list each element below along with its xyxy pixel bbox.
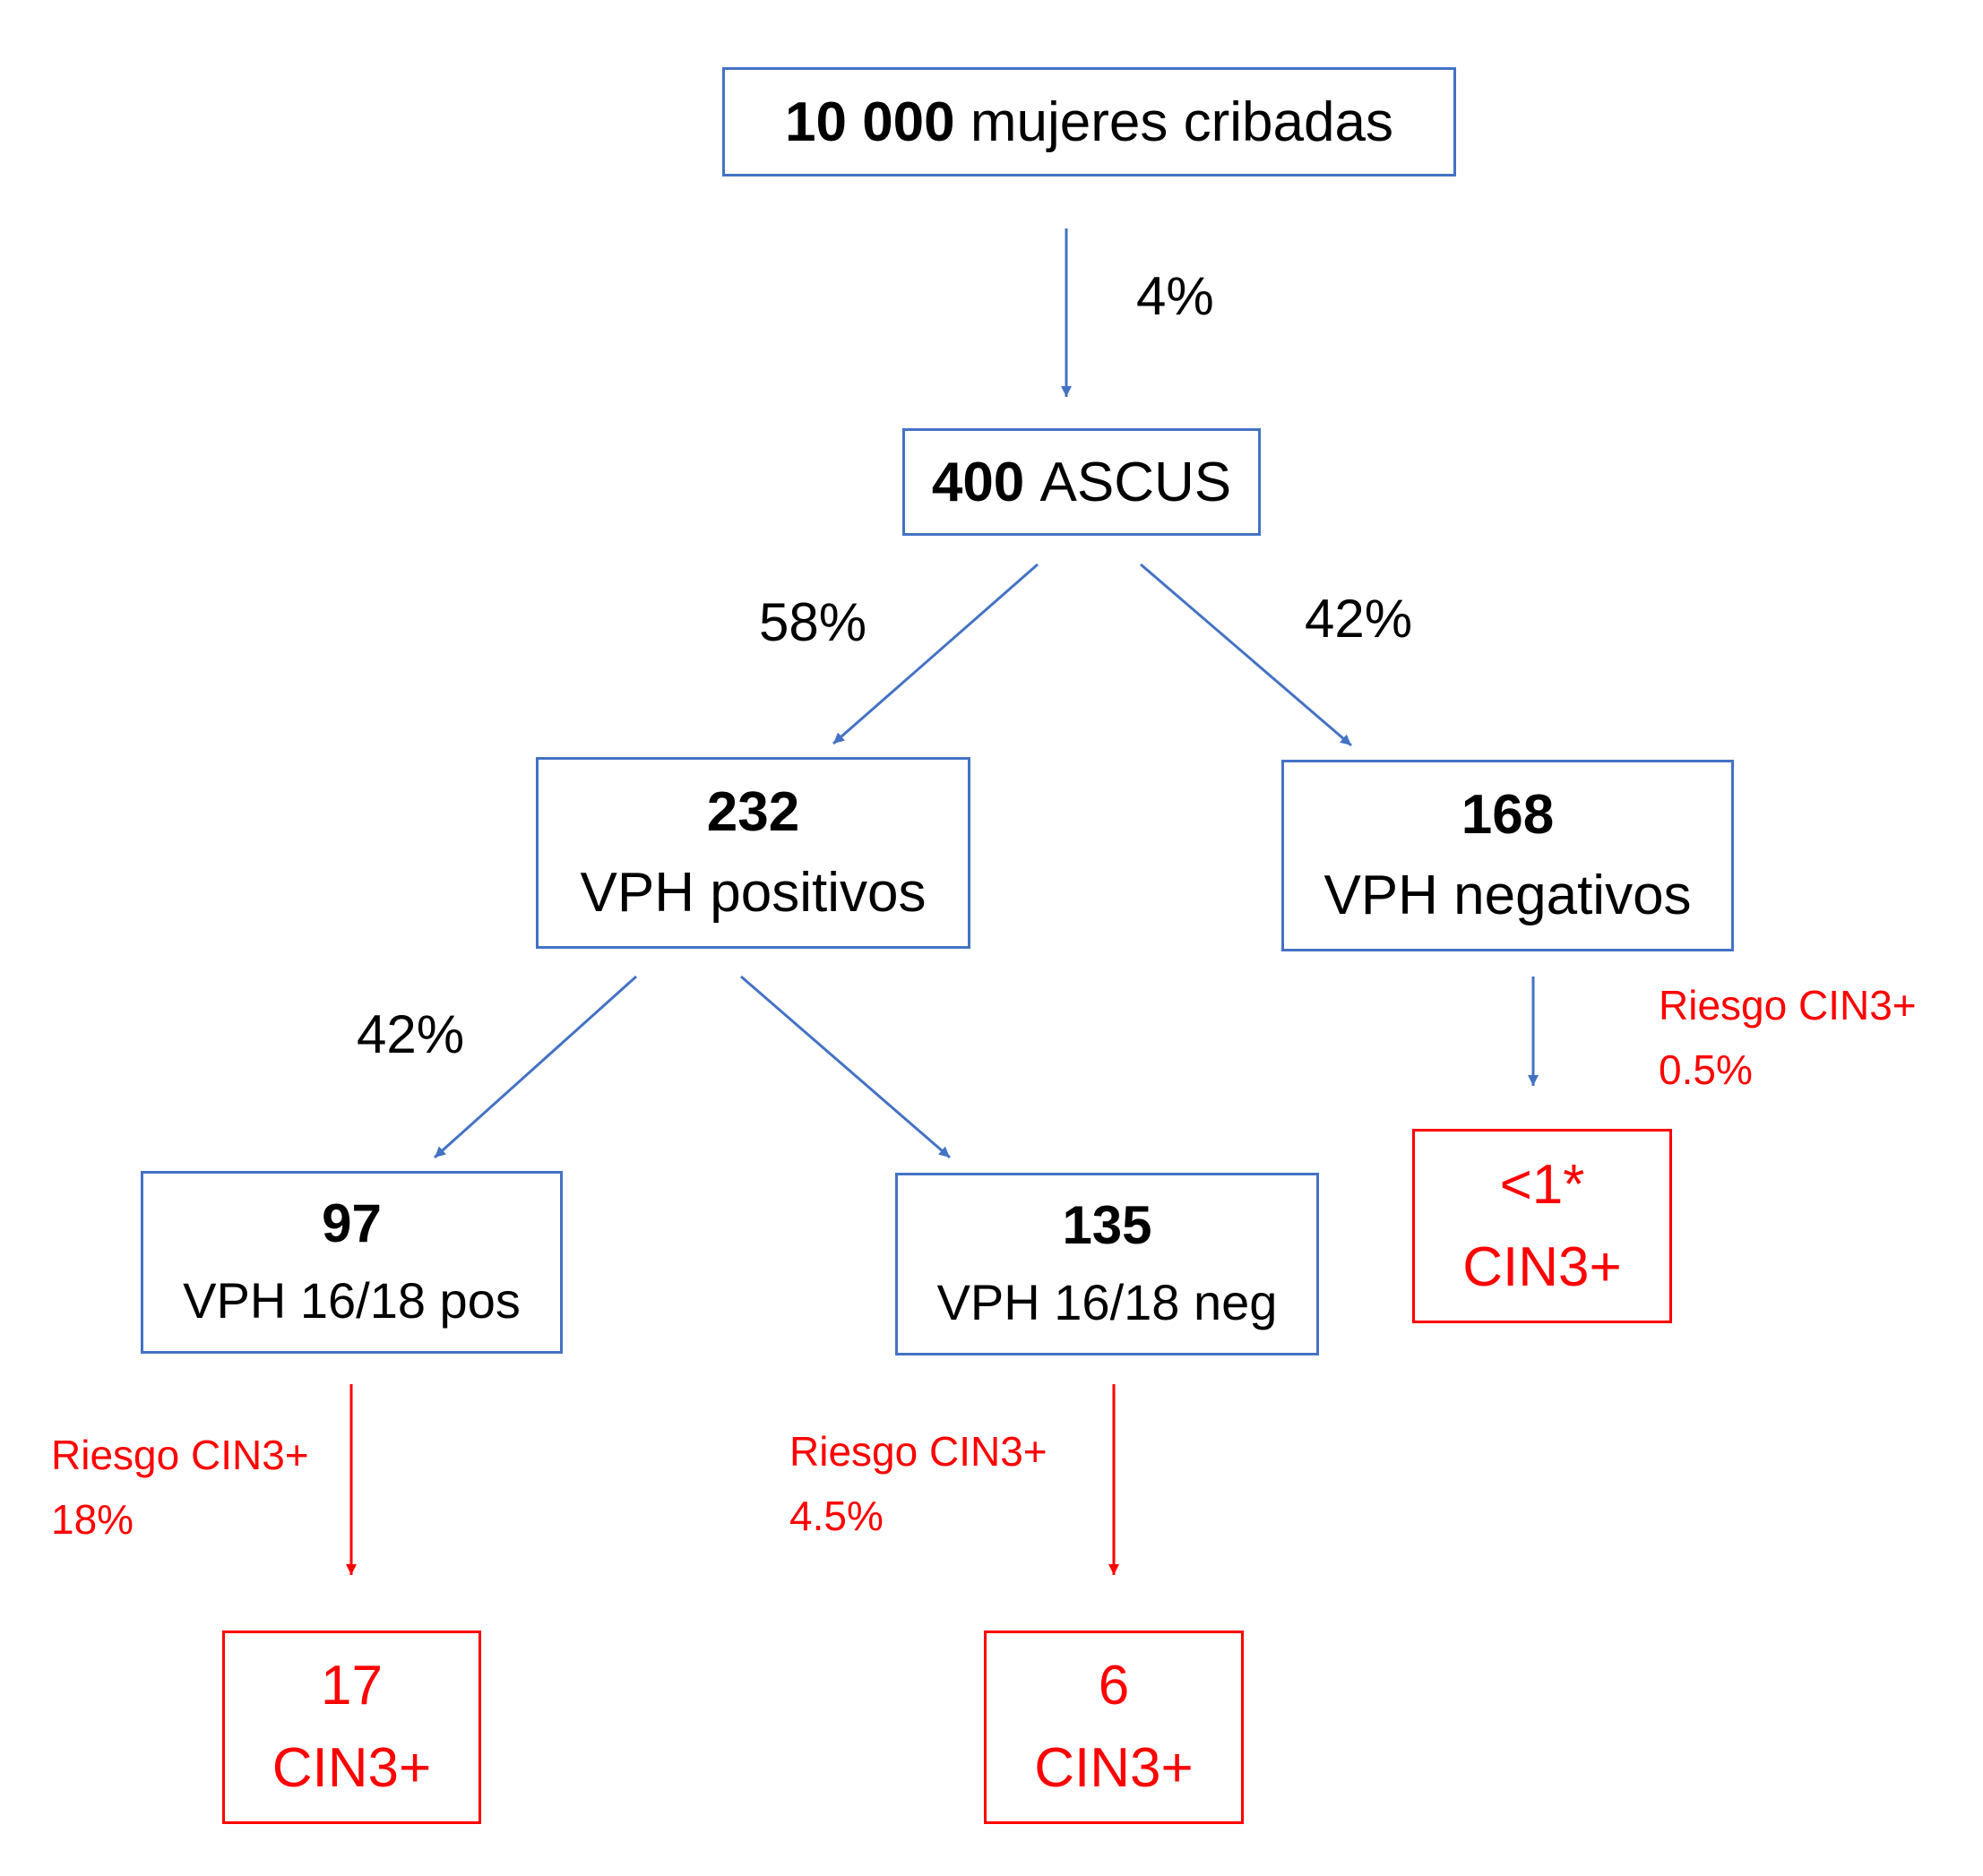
risk-label-hpvneg-value: 0.5% [1659,1046,1753,1093]
risk-label-pos1618-title: Riesgo CIN3+ [51,1432,309,1478]
node-hpv1618-positive-number: 97 [322,1193,382,1253]
arrow-ascus-to-hpvneg [1140,563,1352,747]
outcome-cin3-6-text: CIN3+ [1034,1737,1194,1799]
outcome-cin3-17-number: 17 [321,1655,383,1717]
node-hpv1618-negative: 135 VPH 16/18 neg [895,1173,1319,1355]
risk-label-neg1618: Riesgo CIN3+ 4.5% [789,1419,1048,1548]
node-root-text: mujeres cribadas [970,90,1393,153]
node-hpv1618-negative-text: VPH 16/18 neg [936,1274,1278,1330]
arrow-ascus-to-hpvpos [832,563,1039,745]
risk-label-neg1618-title: Riesgo CIN3+ [789,1428,1048,1475]
node-ascus-text: ASCUS [1039,451,1232,513]
node-hpv1618-negative-number: 135 [1062,1195,1152,1255]
node-root-number: 10 000 [785,90,955,153]
outcome-cin3-lt1: <1* CIN3+ [1412,1129,1672,1323]
node-root: 10 000 mujeres cribadas [722,67,1456,176]
risk-label-pos1618-value: 18% [51,1496,134,1543]
outcome-cin3-17: 17 CIN3+ [222,1631,481,1824]
node-hpv-negative-number: 168 [1461,784,1555,846]
node-hpv-negative-text: VPH negativos [1323,865,1692,926]
arrow-hpvpos-to-pos1618 [433,975,638,1159]
risk-label-neg1618-value: 4.5% [789,1493,884,1539]
risk-label-hpvneg: Riesgo CIN3+ 0.5% [1659,973,1917,1102]
node-hpv-negative: 168 VPH negativos [1281,760,1734,951]
risk-label-pos1618: Riesgo CIN3+ 18% [51,1423,309,1552]
node-ascus-number: 400 [931,451,1025,513]
outcome-cin3-lt1-number: <1* [1499,1153,1585,1216]
node-hpv-positive: 232 VPH positivos [536,757,970,949]
node-hpv1618-positive: 97 VPH 16/18 pos [141,1171,563,1354]
outcome-cin3-6: 6 CIN3+ [984,1631,1244,1824]
node-ascus: 400 ASCUS [902,428,1261,536]
edge-label-ascus-neg: 42% [1305,589,1413,649]
edge-label-ascus-pos: 58% [759,592,867,652]
node-hpv1618-positive-text: VPH 16/18 pos [183,1272,521,1329]
arrow-hpvpos-to-neg1618 [740,975,951,1159]
outcome-cin3-lt1-text: CIN3+ [1462,1235,1622,1298]
node-hpv-positive-number: 232 [706,781,800,843]
outcome-cin3-17-text: CIN3+ [272,1737,432,1799]
edge-label-root-ascus: 4% [1136,266,1214,326]
edge-label-pos-1618pos: 42% [357,1004,465,1064]
outcome-cin3-6-number: 6 [1098,1655,1130,1717]
node-hpv-positive-text: VPH positivos [580,862,927,924]
risk-label-hpvneg-title: Riesgo CIN3+ [1659,982,1917,1028]
